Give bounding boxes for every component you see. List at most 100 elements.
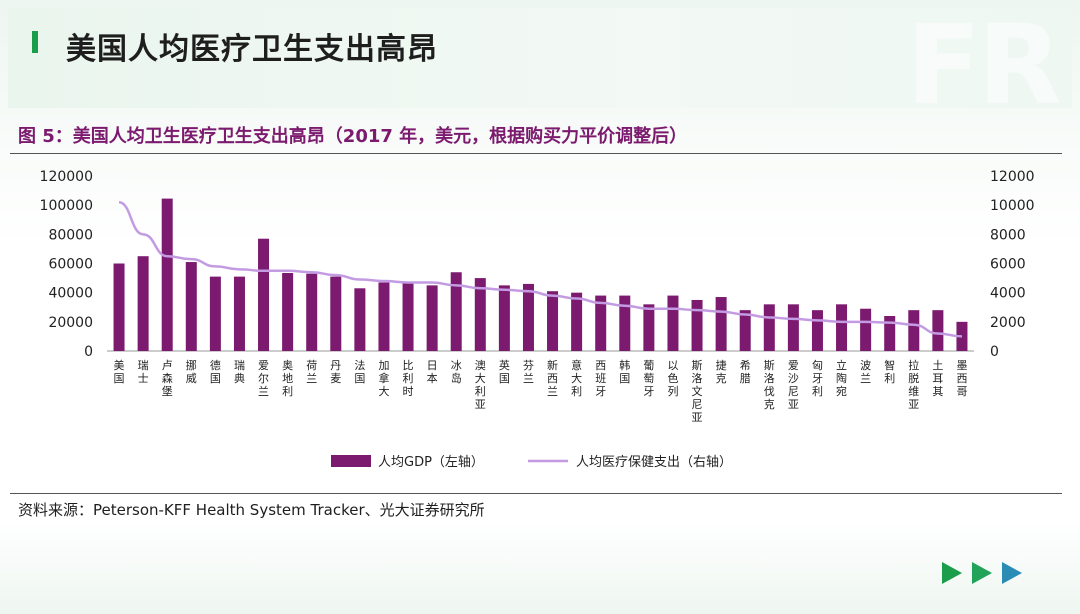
x-tick-label: 斯洛伐克 — [764, 359, 775, 411]
x-tick-label: 瑞典 — [234, 358, 245, 385]
x-tick-label: 墨西哥 — [956, 359, 967, 398]
bar — [908, 310, 920, 351]
bar — [402, 282, 414, 351]
right-axis: 0 2000 4000 6000 8000 10000 12000 — [990, 169, 1035, 360]
bar — [378, 282, 390, 351]
bar — [571, 292, 583, 351]
x-tick-label: 捷克 — [716, 358, 727, 385]
right-axis-tick-label: 0 — [990, 344, 999, 360]
x-tick-label: 丹麦 — [330, 359, 341, 385]
bar — [354, 288, 366, 351]
bar — [209, 276, 221, 351]
right-axis-tick-label: 10000 — [990, 198, 1035, 214]
source-note: 资料来源：Peterson-KFF Health System Tracker、… — [18, 501, 485, 519]
left-axis-tick-label: 20000 — [48, 315, 93, 331]
bar — [667, 295, 679, 351]
x-tick-label: 荷兰 — [306, 359, 317, 385]
header-band — [8, 8, 1072, 108]
x-tick-label: 冰岛 — [451, 359, 462, 385]
right-axis-tick-label: 6000 — [990, 257, 1026, 273]
bar — [763, 304, 775, 351]
x-tick-label: 斯洛文尼亚 — [692, 359, 703, 424]
x-tick-label: 瑞士 — [138, 358, 149, 385]
x-tick-label: 法国 — [354, 358, 365, 385]
x-tick-label: 匈牙利 — [812, 358, 823, 398]
x-tick-label: 新西兰 — [547, 358, 558, 398]
bar — [306, 273, 318, 351]
watermark-logo: FR — [906, 1, 1062, 129]
x-tick-label: 拉脱维亚 — [908, 358, 919, 411]
x-tick-label: 土耳其 — [932, 359, 943, 398]
left-axis-tick-label: 80000 — [48, 227, 93, 243]
left-axis-tick-label: 60000 — [48, 257, 93, 273]
x-tick-label: 德国 — [210, 358, 221, 385]
legend-bar-label: 人均GDP（左轴） — [378, 455, 484, 470]
left-axis: 0 20000 40000 60000 80000 100000 120000 — [40, 169, 974, 360]
x-tick-label: 爱尔兰 — [258, 359, 269, 398]
bar — [836, 304, 848, 351]
bar — [787, 304, 799, 351]
bar — [715, 297, 727, 351]
bar — [330, 276, 342, 351]
x-tick-label: 芬兰 — [523, 359, 534, 385]
x-tick-label: 日本 — [427, 359, 438, 385]
caption-divider — [10, 153, 1062, 154]
x-tick-label: 英国 — [499, 358, 510, 385]
legend-bar-swatch — [331, 455, 371, 467]
bar-series — [113, 198, 968, 351]
x-tick-label: 波兰 — [860, 359, 871, 385]
x-tick-label: 爱沙尼亚 — [788, 359, 799, 411]
next-arrows-icon — [942, 562, 1022, 584]
line-series — [118, 201, 962, 338]
x-tick-label: 西班牙 — [595, 359, 606, 398]
bar — [282, 272, 294, 351]
x-tick-label: 意大利 — [571, 358, 582, 398]
x-tick-label: 葡萄牙 — [643, 359, 654, 398]
bar — [691, 299, 703, 351]
bar — [739, 310, 751, 351]
legend-line-label: 人均医疗保健支出（右轴） — [576, 455, 732, 470]
bar — [643, 304, 655, 351]
bar — [595, 295, 607, 351]
bar — [884, 316, 896, 351]
right-axis-tick-label: 2000 — [990, 315, 1026, 331]
x-tick-label: 卢森堡 — [162, 359, 173, 398]
bar — [619, 295, 631, 351]
bar — [258, 238, 270, 351]
right-axis-tick-label: 12000 — [990, 169, 1035, 185]
x-tick-label: 以色列 — [667, 359, 678, 398]
x-tick-label: 奥地利 — [282, 358, 293, 398]
bar — [474, 278, 486, 351]
x-tick-label: 希腊 — [740, 358, 751, 385]
left-axis-tick-label: 40000 — [48, 286, 93, 302]
bar — [547, 291, 559, 351]
bar — [450, 272, 462, 351]
bar — [932, 310, 944, 351]
left-axis-tick-label: 120000 — [40, 169, 93, 185]
bar — [522, 283, 534, 351]
left-axis-tick-label: 0 — [84, 344, 93, 360]
x-tick-label: 加拿大 — [378, 359, 389, 398]
page-title: 美国人均医疗卫生支出高昂 — [66, 32, 438, 67]
figure-caption: 图 5：美国人均卫生医疗卫生支出高昂（2017 年，美元，根据购买力平价调整后） — [18, 126, 688, 147]
bar — [860, 308, 872, 351]
x-tick-label: 比利时 — [403, 359, 414, 398]
x-tick-label: 美国 — [114, 359, 125, 385]
source-divider — [10, 493, 1062, 494]
bar — [811, 310, 823, 351]
left-axis-tick-label: 100000 — [40, 198, 93, 214]
x-tick-label: 智利 — [884, 358, 895, 385]
bar — [185, 262, 197, 351]
bar — [113, 263, 125, 351]
legend: 人均GDP（左轴） 人均医疗保健支出（右轴） — [331, 455, 732, 470]
line-path — [118, 201, 962, 338]
bar — [137, 256, 149, 351]
x-tick-label: 挪威 — [186, 358, 197, 385]
x-tick-label: 立陶宛 — [836, 358, 847, 398]
bar — [233, 276, 245, 351]
bar — [161, 198, 173, 351]
x-tick-label: 澳大利亚 — [475, 359, 486, 411]
title-accent-bar — [32, 31, 38, 53]
